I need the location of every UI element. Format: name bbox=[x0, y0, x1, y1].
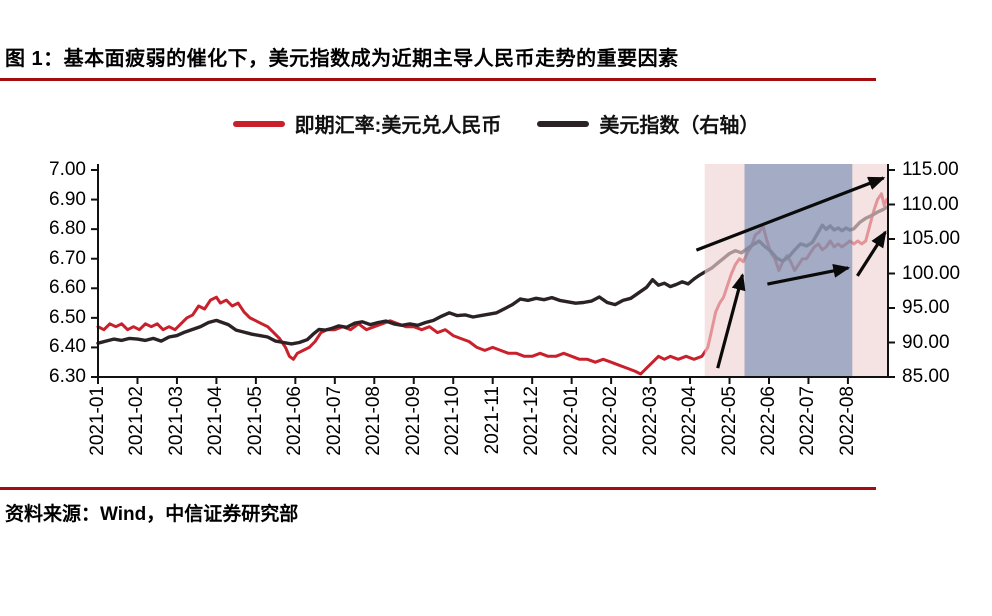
title-rule bbox=[0, 78, 876, 81]
x-axis-label: 2022-06 bbox=[757, 386, 779, 456]
left-axis-label: 6.30 bbox=[49, 366, 86, 387]
x-axis-label: 2021-03 bbox=[165, 386, 187, 456]
x-axis-label: 2021-07 bbox=[323, 386, 345, 456]
right-axis-label: 95.00 bbox=[902, 297, 950, 318]
x-axis-label: 2022-08 bbox=[836, 386, 858, 456]
x-axis-label: 2021-05 bbox=[244, 386, 266, 456]
dollar-index-legend-label: 美元指数（右轴） bbox=[599, 115, 760, 137]
chart-legend: 即期汇率:美元兑人民币 美元指数（右轴） bbox=[0, 109, 992, 138]
x-axis-label: 2022-02 bbox=[600, 386, 622, 456]
x-axis-label: 2021-06 bbox=[284, 386, 306, 456]
left-axis-label: 6.50 bbox=[49, 306, 86, 328]
annotation-arrow-2 bbox=[716, 273, 746, 369]
right-axis-label: 105.00 bbox=[902, 228, 961, 249]
x-axis-label: 2022-04 bbox=[679, 386, 701, 456]
right-axis-label: 110.00 bbox=[902, 193, 959, 215]
left-axis-label: 6.80 bbox=[49, 218, 86, 240]
left-axis-label: 6.40 bbox=[49, 336, 86, 358]
right-axis-label: 90.00 bbox=[902, 331, 950, 353]
figure-title: 图 1：基本面疲弱的催化下，美元指数成为近期主导人民币走势的重要因素 bbox=[5, 48, 679, 70]
x-axis-label: 2021-01 bbox=[87, 386, 108, 456]
annotation-arrow-4 bbox=[856, 230, 887, 277]
right-axis-label: 85.00 bbox=[902, 366, 950, 387]
left-axis-label: 6.90 bbox=[49, 188, 86, 210]
left-axis-label: 7.00 bbox=[49, 159, 86, 180]
spot-rate-legend-label: 即期汇率:美元兑人民币 bbox=[294, 115, 502, 137]
x-axis-label: 2021-12 bbox=[521, 386, 543, 456]
x-axis-label: 2022-05 bbox=[718, 386, 740, 456]
left-axis-label: 6.70 bbox=[49, 247, 86, 269]
x-axis-label: 2021-11 bbox=[481, 386, 503, 455]
right-axis-label: 115.00 bbox=[902, 159, 959, 180]
legend-item-dollar-index: 美元指数（右轴） bbox=[537, 109, 759, 138]
dollar-index-line-swatch bbox=[537, 120, 590, 127]
x-axis-label: 2022-03 bbox=[639, 386, 661, 456]
annotation-arrow-3 bbox=[767, 263, 851, 286]
bottom-rule bbox=[0, 487, 876, 490]
left-axis-label: 6.60 bbox=[49, 277, 86, 299]
x-axis-label: 2021-02 bbox=[126, 386, 148, 456]
x-axis-label: 2022-01 bbox=[560, 386, 582, 456]
legend-item-spot-rate: 即期汇率:美元兑人民币 bbox=[232, 109, 502, 138]
x-axis-label: 2021-08 bbox=[363, 386, 385, 456]
x-axis-label: 2021-04 bbox=[205, 386, 227, 456]
x-axis-label: 2022-07 bbox=[797, 386, 819, 456]
x-axis-label: 2021-09 bbox=[402, 386, 424, 456]
x-axis-label: 2021-10 bbox=[442, 386, 464, 456]
right-axis-label: 100.00 bbox=[902, 262, 961, 284]
spot-rate-line-swatch bbox=[232, 120, 285, 127]
source-text: 资料来源：Wind，中信证券研究部 bbox=[5, 504, 299, 525]
annotation-arrow-1 bbox=[695, 176, 886, 252]
